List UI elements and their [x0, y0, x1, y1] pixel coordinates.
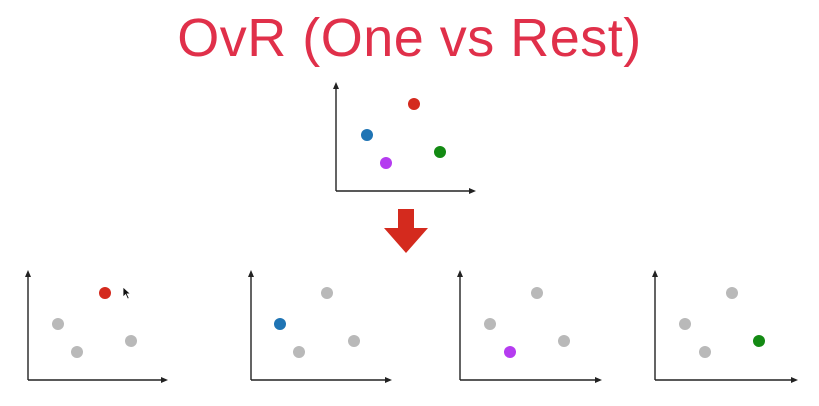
red-point	[99, 287, 111, 299]
blue-vs-rest-plot	[248, 270, 392, 383]
rest-point-purple	[699, 346, 711, 358]
rest-point-red	[726, 287, 738, 299]
rest-point-red	[321, 287, 333, 299]
x-axis-arrowhead	[385, 377, 392, 383]
rest-point-blue	[484, 318, 496, 330]
green-vs-rest-plot	[652, 270, 798, 383]
x-axis-arrowhead	[791, 377, 798, 383]
rest-point-green	[348, 335, 360, 347]
x-axis-arrowhead	[161, 377, 168, 383]
x-axis-arrowhead	[469, 188, 476, 194]
down-arrow-icon	[384, 209, 428, 253]
green-point	[753, 335, 765, 347]
mouse-cursor-icon	[122, 286, 132, 300]
slide-title: OvR (One vs Rest)	[177, 8, 642, 68]
y-axis-arrowhead	[457, 270, 463, 277]
blue-point	[361, 129, 373, 141]
rest-point-green	[125, 335, 137, 347]
rest-point-purple	[293, 346, 305, 358]
y-axis-arrowhead	[333, 82, 339, 89]
y-axis-arrowhead	[248, 270, 254, 277]
y-axis-arrowhead	[25, 270, 31, 277]
rest-point-purple	[71, 346, 83, 358]
green-point	[434, 146, 446, 158]
red-point	[408, 98, 420, 110]
purple-vs-rest-plot	[457, 270, 602, 383]
rest-point-green	[558, 335, 570, 347]
rest-point-blue	[52, 318, 64, 330]
y-axis-arrowhead	[652, 270, 658, 277]
purple-point	[504, 346, 516, 358]
purple-point	[380, 157, 392, 169]
blue-point	[274, 318, 286, 330]
rest-point-red	[531, 287, 543, 299]
x-axis-arrowhead	[595, 377, 602, 383]
overview-plot	[333, 82, 476, 194]
rest-point-blue	[679, 318, 691, 330]
red-vs-rest-plot	[25, 270, 168, 383]
